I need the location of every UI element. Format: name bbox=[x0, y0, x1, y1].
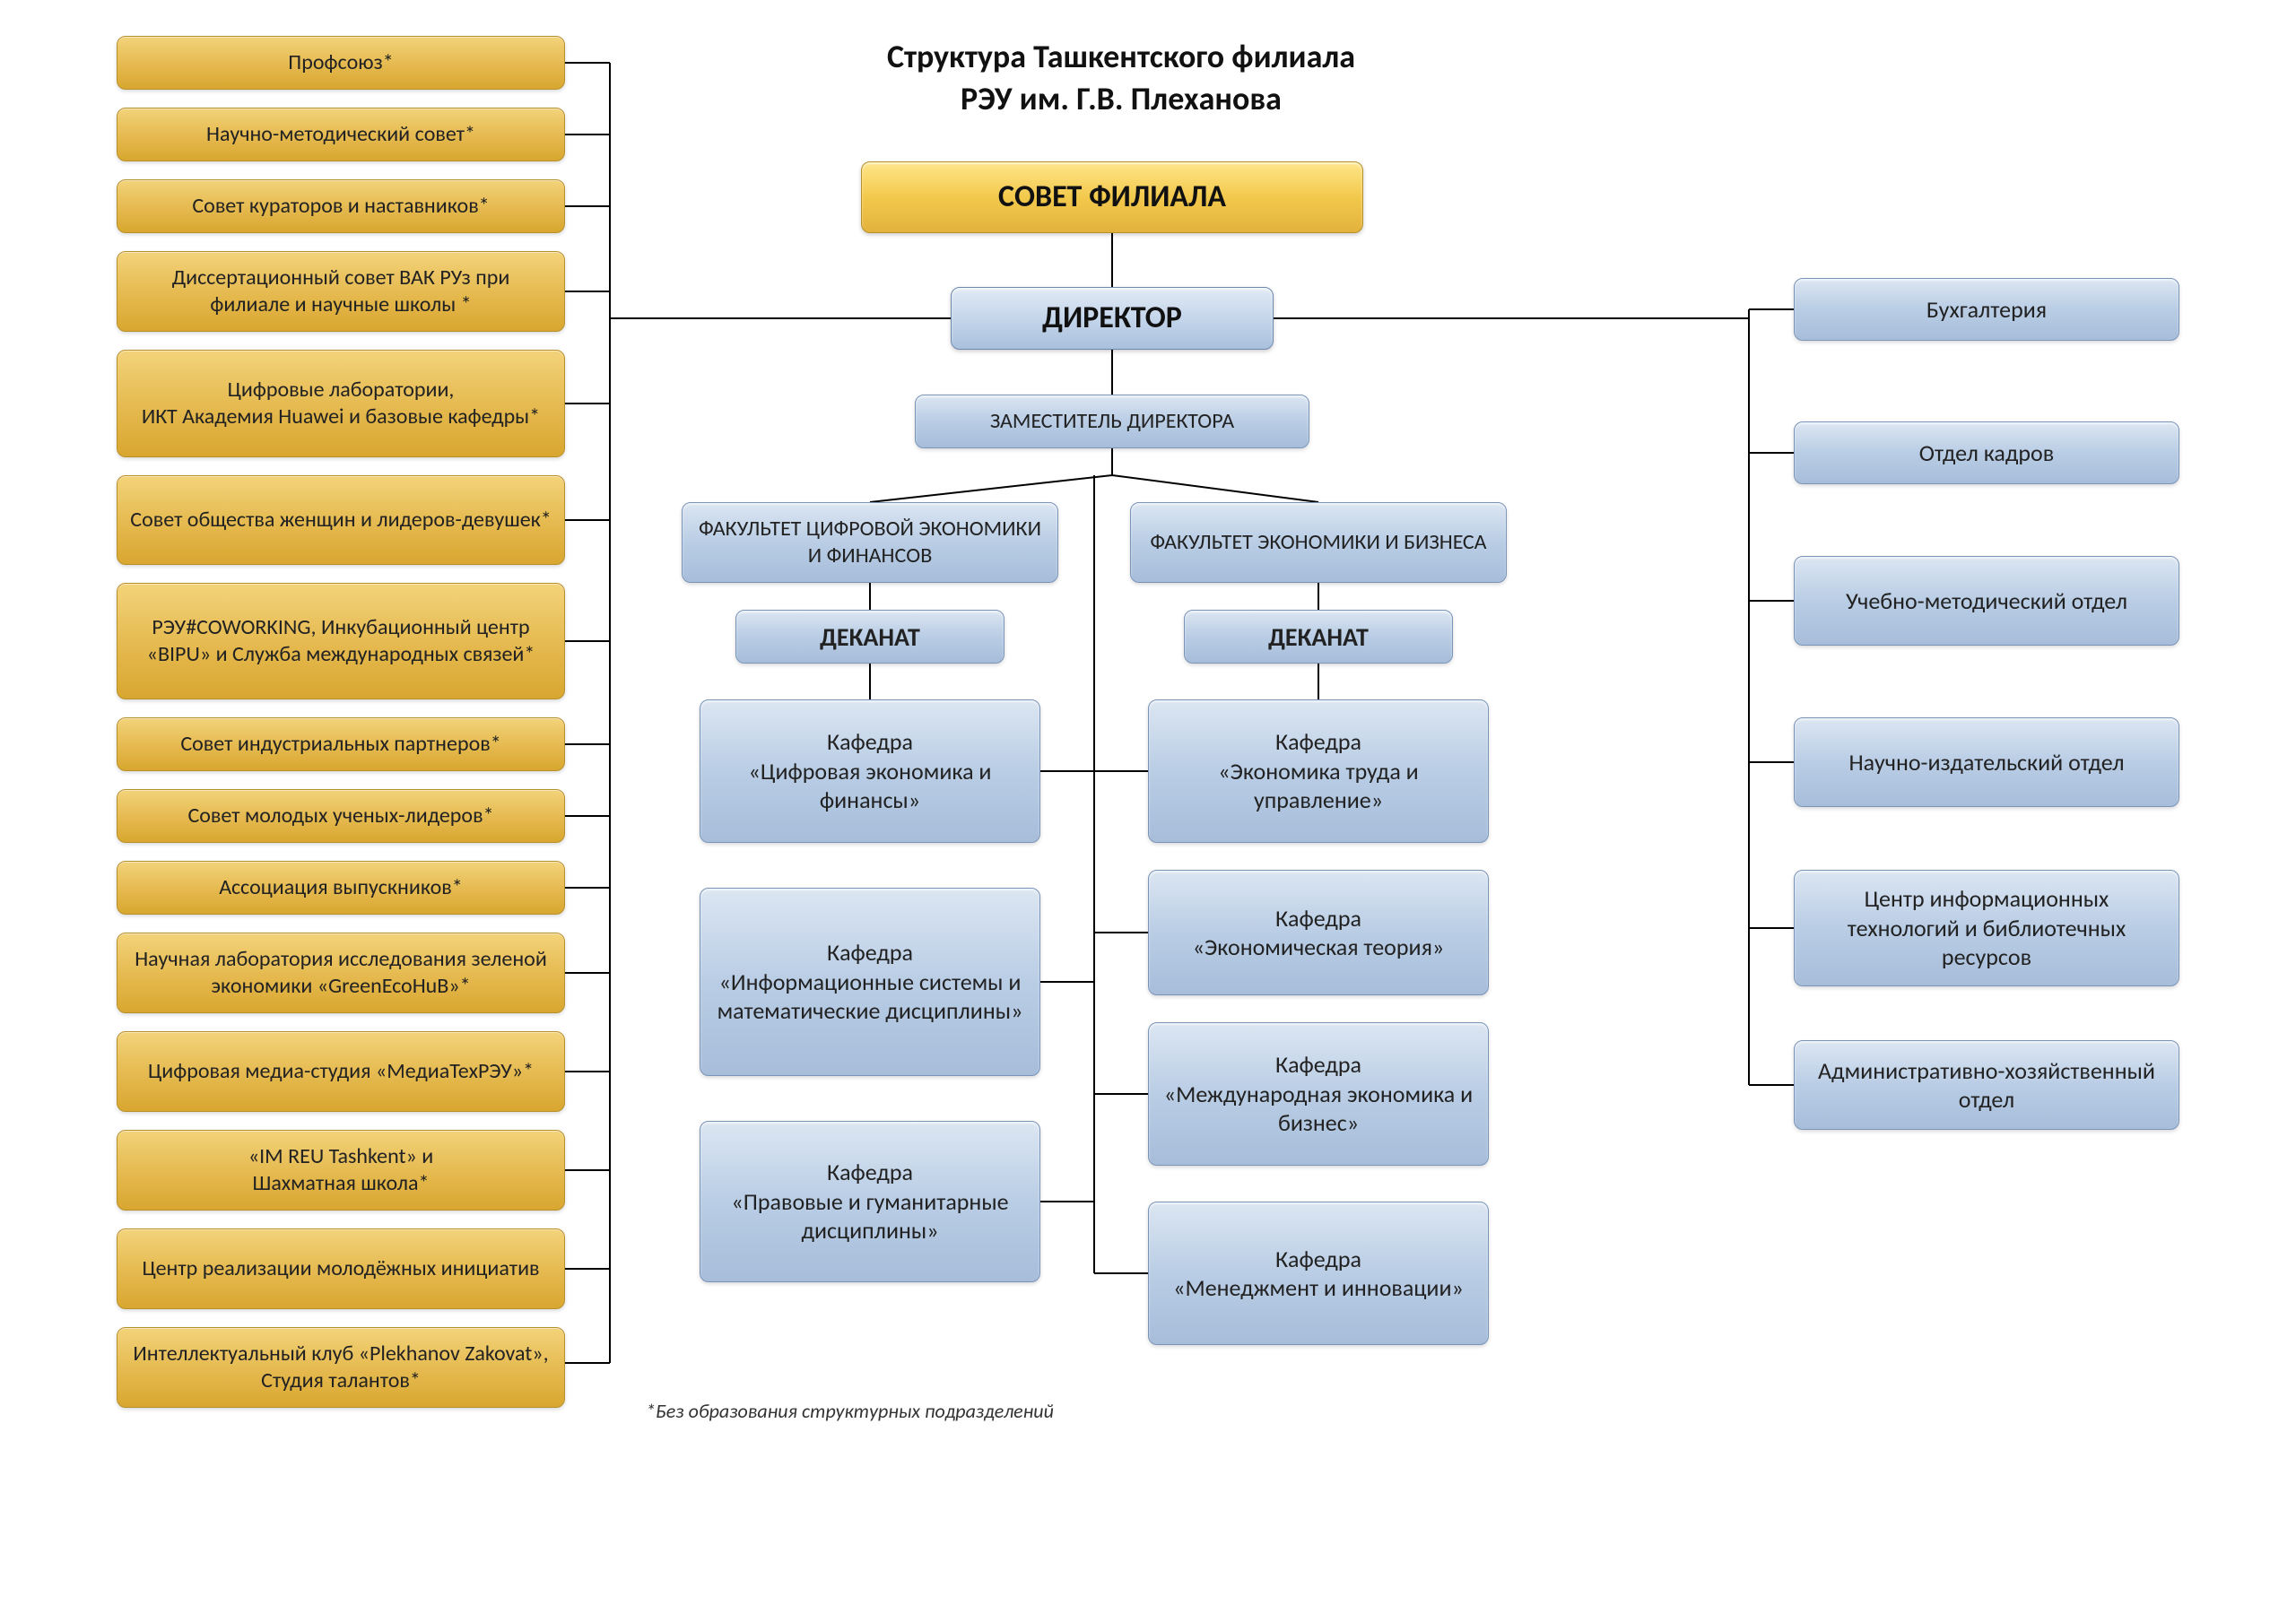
left-item-2-label: Совет кураторов и наставников* bbox=[192, 193, 489, 220]
left-item-10: Научная лаборатория исследования зеленой… bbox=[117, 933, 565, 1013]
left-item-8-label: Совет молодых ученых-лидеров* bbox=[187, 803, 493, 829]
dept-left-1: Кафедра«Информационные системы и математ… bbox=[700, 888, 1040, 1076]
dept-right-0-label: Кафедра«Экономика труда и управление» bbox=[1161, 727, 1475, 815]
title-line-2: РЭУ им. Г.В. Плеханова bbox=[961, 79, 1282, 118]
left-item-0: Профсоюз* bbox=[117, 36, 565, 90]
left-item-0-label: Профсоюз* bbox=[288, 49, 393, 76]
council-box: СОВЕТ ФИЛИАЛА bbox=[861, 161, 1363, 233]
right-item-3-label: Научно-издательский отдел bbox=[1848, 748, 2124, 777]
left-item-5-label: Совет общества женщин и лидеров-девушек* bbox=[130, 507, 551, 534]
right-item-4: Центр информационных технологий и библио… bbox=[1794, 870, 2179, 986]
right-item-4-label: Центр информационных технологий и библио… bbox=[1807, 884, 2166, 972]
right-item-2: Учебно-методический отдел bbox=[1794, 556, 2179, 646]
left-item-1: Научно-методический совет* bbox=[117, 108, 565, 161]
right-item-1: Отдел кадров bbox=[1794, 421, 2179, 484]
page-title: Структура Ташкентского филиала РЭУ им. Г… bbox=[762, 36, 1480, 120]
title-line-1: Структура Ташкентского филиала bbox=[887, 37, 1355, 76]
dept-right-1: Кафедра«Экономическая теория» bbox=[1148, 870, 1489, 995]
dept-right-3-label: Кафедра«Менеджмент и инновации» bbox=[1173, 1245, 1464, 1303]
left-item-11: Цифровая медиа-студия «МедиаТехРЭУ»* bbox=[117, 1031, 565, 1112]
dept-right-0: Кафедра«Экономика труда и управление» bbox=[1148, 699, 1489, 843]
footnote: *Без образования структурных подразделен… bbox=[646, 1399, 1054, 1423]
left-item-4-label: Цифровые лаборатории,ИКТ Академия Huawei… bbox=[142, 377, 540, 430]
director-label: ДИРЕКТОР bbox=[1042, 299, 1182, 338]
left-item-14: Интеллектуальный клуб «Plekhanov Zakovat… bbox=[117, 1327, 565, 1408]
dekanat-right-box: ДЕКАНАТ bbox=[1184, 610, 1453, 664]
left-item-14-label: Интеллектуальный клуб «Plekhanov Zakovat… bbox=[130, 1341, 552, 1394]
left-item-12: «IM REU Tashkent» иШахматная школа* bbox=[117, 1130, 565, 1211]
left-item-8: Совет молодых ученых-лидеров* bbox=[117, 789, 565, 843]
dekanat-right-label: ДЕКАНАТ bbox=[1268, 621, 1369, 653]
dept-right-2-label: Кафедра«Международная экономика и бизнес… bbox=[1161, 1050, 1475, 1138]
left-item-13-label: Центр реализации молодёжных инициатив bbox=[142, 1255, 539, 1282]
council-label: СОВЕТ ФИЛИАЛА bbox=[998, 178, 1226, 217]
left-item-9: Ассоциация выпускников* bbox=[117, 861, 565, 915]
left-item-6: РЭУ#COWORKING, Инкубационный центр «BIPU… bbox=[117, 583, 565, 699]
right-item-2-label: Учебно-методический отдел bbox=[1846, 586, 2127, 616]
right-item-5: Административно-хозяйственный отдел bbox=[1794, 1040, 2179, 1130]
faculty-right-box: ФАКУЛЬТЕТ ЭКОНОМИКИ И БИЗНЕСА bbox=[1130, 502, 1507, 583]
right-item-0-label: Бухгалтерия bbox=[1926, 295, 2047, 325]
left-item-3-label: Диссертационный совет ВАК РУз при филиал… bbox=[130, 265, 552, 318]
faculty-right-label: ФАКУЛЬТЕТ ЭКОНОМИКИ И БИЗНЕСА bbox=[1150, 529, 1486, 556]
dept-left-2: Кафедра«Правовые и гуманитарные дисципли… bbox=[700, 1121, 1040, 1282]
dept-right-3: Кафедра«Менеджмент и инновации» bbox=[1148, 1202, 1489, 1345]
right-item-5-label: Административно-хозяйственный отдел bbox=[1807, 1056, 2166, 1115]
left-item-1-label: Научно-методический совет* bbox=[206, 121, 475, 148]
left-item-13: Центр реализации молодёжных инициатив bbox=[117, 1228, 565, 1309]
faculty-left-label: ФАКУЛЬТЕТ ЦИФРОВОЙ ЭКОНОМИКИ И ФИНАНСОВ bbox=[695, 516, 1045, 569]
dept-left-1-label: Кафедра«Информационные системы и математ… bbox=[713, 938, 1027, 1026]
dept-left-0-label: Кафедра«Цифровая экономика и финансы» bbox=[713, 727, 1027, 815]
dept-right-1-label: Кафедра«Экономическая теория» bbox=[1193, 904, 1445, 962]
dekanat-left-label: ДЕКАНАТ bbox=[820, 621, 920, 653]
left-item-6-label: РЭУ#COWORKING, Инкубационный центр «BIPU… bbox=[130, 614, 552, 668]
deputy-box: ЗАМЕСТИТЕЛЬ ДИРЕКТОРА bbox=[915, 395, 1309, 448]
left-item-11-label: Цифровая медиа-студия «МедиаТехРЭУ»* bbox=[148, 1058, 534, 1085]
left-item-4: Цифровые лаборатории,ИКТ Академия Huawei… bbox=[117, 350, 565, 457]
dept-left-2-label: Кафедра«Правовые и гуманитарные дисципли… bbox=[713, 1158, 1027, 1245]
dept-right-2: Кафедра«Международная экономика и бизнес… bbox=[1148, 1022, 1489, 1166]
right-item-1-label: Отдел кадров bbox=[1919, 438, 2054, 468]
right-item-3: Научно-издательский отдел bbox=[1794, 717, 2179, 807]
deputy-label: ЗАМЕСТИТЕЛЬ ДИРЕКТОРА bbox=[990, 408, 1234, 435]
dekanat-left-box: ДЕКАНАТ bbox=[735, 610, 1004, 664]
left-item-5: Совет общества женщин и лидеров-девушек* bbox=[117, 475, 565, 565]
left-item-7: Совет индустриальных партнеров* bbox=[117, 717, 565, 771]
left-item-3: Диссертационный совет ВАК РУз при филиал… bbox=[117, 251, 565, 332]
left-item-9-label: Ассоциация выпускников* bbox=[219, 874, 463, 901]
left-item-7-label: Совет индустриальных партнеров* bbox=[180, 731, 500, 758]
left-item-2: Совет кураторов и наставников* bbox=[117, 179, 565, 233]
dept-left-0: Кафедра«Цифровая экономика и финансы» bbox=[700, 699, 1040, 843]
left-item-10-label: Научная лаборатория исследования зеленой… bbox=[130, 946, 552, 1000]
left-item-12-label: «IM REU Tashkent» иШахматная школа* bbox=[248, 1143, 433, 1197]
faculty-left-box: ФАКУЛЬТЕТ ЦИФРОВОЙ ЭКОНОМИКИ И ФИНАНСОВ bbox=[682, 502, 1058, 583]
footnote-text: *Без образования структурных подразделен… bbox=[646, 1399, 1054, 1423]
director-box: ДИРЕКТОР bbox=[951, 287, 1274, 350]
right-item-0: Бухгалтерия bbox=[1794, 278, 2179, 341]
